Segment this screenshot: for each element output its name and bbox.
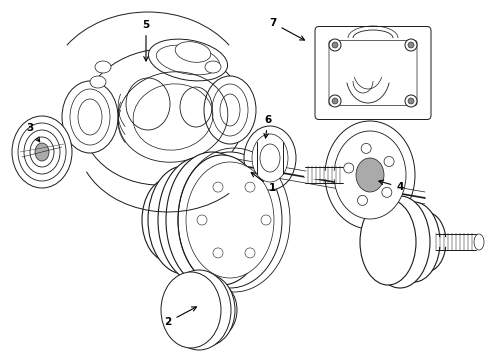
Ellipse shape (213, 182, 223, 192)
Ellipse shape (81, 49, 245, 185)
Text: 5: 5 (143, 20, 149, 61)
Ellipse shape (212, 84, 248, 136)
Ellipse shape (261, 215, 271, 225)
Ellipse shape (405, 39, 417, 51)
Ellipse shape (329, 39, 341, 51)
Ellipse shape (361, 143, 371, 153)
Text: 2: 2 (164, 307, 196, 327)
Ellipse shape (334, 131, 406, 219)
Ellipse shape (18, 123, 66, 181)
Ellipse shape (213, 248, 223, 258)
Text: 4: 4 (379, 180, 404, 192)
Ellipse shape (95, 61, 111, 73)
Ellipse shape (178, 152, 282, 288)
Ellipse shape (384, 157, 394, 166)
Ellipse shape (332, 42, 338, 48)
Ellipse shape (24, 130, 60, 174)
Ellipse shape (329, 95, 341, 107)
Text: 6: 6 (264, 115, 271, 138)
Ellipse shape (388, 202, 440, 282)
Ellipse shape (193, 282, 237, 338)
Text: 3: 3 (26, 123, 40, 142)
Ellipse shape (332, 98, 338, 104)
Ellipse shape (205, 61, 221, 73)
Ellipse shape (148, 166, 220, 274)
Ellipse shape (178, 155, 266, 285)
Ellipse shape (197, 215, 207, 225)
Ellipse shape (474, 234, 484, 250)
Ellipse shape (204, 76, 256, 144)
Ellipse shape (167, 270, 231, 350)
Ellipse shape (408, 42, 414, 48)
Ellipse shape (245, 248, 255, 258)
Text: 1: 1 (251, 172, 275, 193)
Ellipse shape (179, 274, 235, 346)
Ellipse shape (244, 126, 296, 190)
Ellipse shape (186, 162, 274, 278)
Ellipse shape (90, 76, 106, 88)
Ellipse shape (358, 195, 368, 205)
Ellipse shape (325, 121, 415, 229)
Text: 7: 7 (270, 18, 304, 40)
Ellipse shape (370, 196, 430, 288)
Ellipse shape (12, 116, 72, 188)
Ellipse shape (344, 163, 354, 173)
Ellipse shape (161, 272, 221, 348)
Ellipse shape (408, 98, 414, 104)
Ellipse shape (35, 143, 49, 161)
Ellipse shape (142, 178, 198, 262)
Ellipse shape (382, 187, 392, 197)
Ellipse shape (158, 157, 242, 283)
FancyBboxPatch shape (315, 27, 431, 120)
Ellipse shape (360, 199, 416, 285)
Ellipse shape (245, 182, 255, 192)
Ellipse shape (356, 158, 384, 192)
Ellipse shape (70, 89, 110, 145)
Ellipse shape (175, 42, 211, 62)
Ellipse shape (252, 134, 288, 182)
Ellipse shape (62, 81, 118, 153)
Ellipse shape (30, 137, 54, 167)
Ellipse shape (166, 152, 258, 288)
Ellipse shape (148, 39, 227, 81)
Ellipse shape (406, 212, 446, 272)
Ellipse shape (405, 95, 417, 107)
Ellipse shape (156, 45, 220, 75)
